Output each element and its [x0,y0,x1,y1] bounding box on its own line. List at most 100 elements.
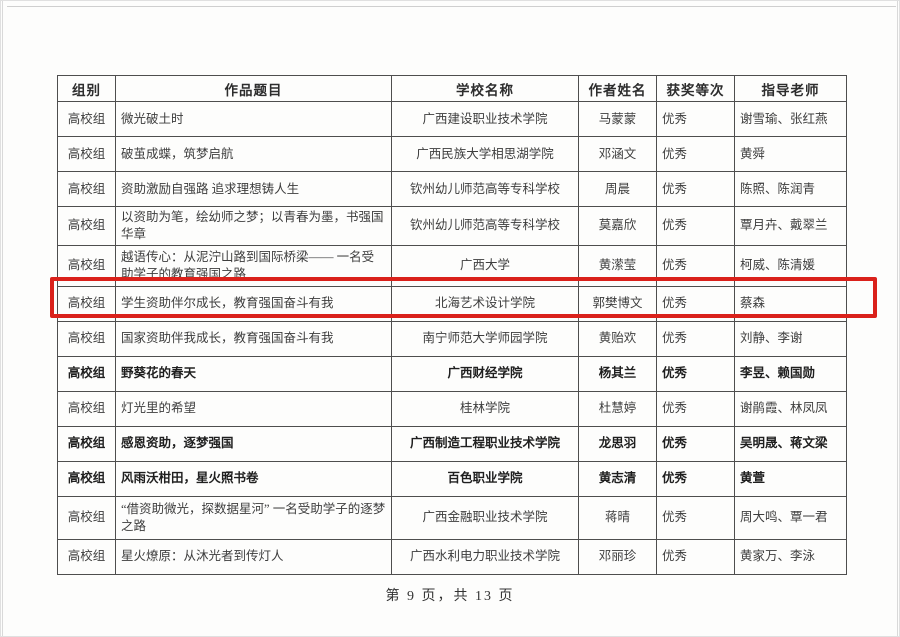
cell-group: 高校组 [57,320,116,357]
cell-group: 高校组 [57,460,116,497]
cell-author: 龙思羽 [578,425,657,462]
cell-school: 桂林学院 [391,390,579,427]
cell-group: 高校组 [57,285,116,322]
table-header-row: 组别 作品题目 学校名称 作者姓名 获奖等次 指导老师 [57,75,847,102]
cell-award: 优秀 [656,495,735,540]
cell-author: 杜慧婷 [578,390,657,427]
cell-author: 杨其兰 [578,355,657,392]
cell-school: 广西金融职业技术学院 [391,495,579,540]
cell-author: 黄贻欢 [578,320,657,357]
column-header: 组别 [57,75,116,102]
cell-teachers: 周大鸣、覃一君 [734,495,847,540]
cell-title: “借资助微光，探数据星河” 一名受助学子的逐梦之路 [115,495,392,540]
column-header: 作者姓名 [578,75,657,102]
cell-author: 黄志清 [578,460,657,497]
cell-teachers: 李昱、赖国勋 [734,355,847,392]
cell-group: 高校组 [57,206,116,246]
cell-school: 广西制造工程职业技术学院 [391,425,579,462]
table-row: 高校组 风雨沃柑田，星火照书卷 百色职业学院 黄志清 优秀 黄萱 [57,460,847,497]
cell-school: 钦州幼儿师范高等专科学校 [391,206,579,246]
cell-group: 高校组 [57,355,116,392]
cell-author: 郭樊博文 [578,285,657,322]
scan-edge-left [2,1,3,636]
cell-school: 广西水利电力职业技术学院 [391,538,579,575]
cell-group: 高校组 [57,244,116,287]
cell-teachers: 蔡森 [734,285,847,322]
cell-teachers: 黄舜 [734,136,847,172]
scan-edge-right [897,1,898,636]
award-winners-table: 组别 作品题目 学校名称 作者姓名 获奖等次 指导老师 高校组 微光破土时 广西建设职业技术学… [57,75,847,575]
cell-title: 破茧成蝶，筑梦启航 [115,136,392,172]
cell-author: 蒋晴 [578,495,657,540]
cell-school: 钦州幼儿师范高等专科学校 [391,171,579,207]
cell-author: 黄潆莹 [578,244,657,287]
cell-title: 学生资助伴尔成长，教育强国奋斗有我 [115,285,392,322]
cell-award: 优秀 [656,320,735,357]
cell-school: 南宁师范大学师园学院 [391,320,579,357]
cell-award: 优秀 [656,460,735,497]
cell-award: 优秀 [656,355,735,392]
cell-group: 高校组 [57,495,116,540]
cell-title: 越语传心：从泥泞山路到国际桥梁—— 一名受助学子的教育强国之路 [115,244,392,287]
cell-title: 野葵花的春天 [115,355,392,392]
cell-group: 高校组 [57,538,116,575]
cell-school: 广西财经学院 [391,355,579,392]
cell-title: 国家资助伴我成长，教育强国奋斗有我 [115,320,392,357]
cell-author: 邓丽珍 [578,538,657,575]
cell-author: 邓涵文 [578,136,657,172]
cell-teachers: 谢鹃霞、林凤凤 [734,390,847,427]
column-header: 获奖等次 [656,75,735,102]
cell-teachers: 陈照、陈润青 [734,171,847,207]
cell-title: 感恩资助，逐梦强国 [115,425,392,462]
table-row: 高校组 微光破土时 广西建设职业技术学院 马蒙蒙 优秀 谢雪瑜、张红燕 [57,101,847,137]
table-row: 高校组 星火燎原：从沐光者到传灯人 广西水利电力职业技术学院 邓丽珍 优秀 黄家万、李泳 [57,538,847,575]
cell-group: 高校组 [57,390,116,427]
cell-school: 百色职业学院 [391,460,579,497]
cell-school: 广西大学 [391,244,579,287]
cell-title: 风雨沃柑田，星火照书卷 [115,460,392,497]
cell-group: 高校组 [57,171,116,207]
table-row: 高校组 破茧成蝶，筑梦启航 广西民族大学相思湖学院 邓涵文 优秀 黄舜 [57,136,847,172]
cell-teachers: 覃月卉、戴翠兰 [734,206,847,246]
cell-teachers: 黄萱 [734,460,847,497]
cell-title: 微光破土时 [115,101,392,137]
cell-group: 高校组 [57,425,116,462]
scan-edge-top [7,6,896,7]
column-header: 学校名称 [391,75,579,102]
table-row: 高校组 野葵花的春天 广西财经学院 杨其兰 优秀 李昱、赖国勋 [57,355,847,392]
cell-author: 莫嘉欣 [578,206,657,246]
cell-school: 广西民族大学相思湖学院 [391,136,579,172]
cell-award: 优秀 [656,390,735,427]
cell-school: 广西建设职业技术学院 [391,101,579,137]
table-body: 高校组 微光破土时 广西建设职业技术学院 马蒙蒙 优秀 谢雪瑜、张红燕 高校组 破茧成蝶，筑梦… [57,101,847,575]
cell-teachers: 吴明晟、蒋文梁 [734,425,847,462]
cell-award: 优秀 [656,285,735,322]
cell-title: 灯光里的希望 [115,390,392,427]
table-row: 高校组 “借资助微光，探数据星河” 一名受助学子的逐梦之路 广西金融职业技术学院 蒋晴… [57,495,847,540]
column-header: 作品题目 [115,75,392,102]
cell-award: 优秀 [656,244,735,287]
cell-title: 星火燎原：从沐光者到传灯人 [115,538,392,575]
cell-award: 优秀 [656,136,735,172]
cell-teachers: 黄家万、李泳 [734,538,847,575]
cell-award: 优秀 [656,206,735,246]
cell-author: 马蒙蒙 [578,101,657,137]
table-row: 高校组 学生资助伴尔成长，教育强国奋斗有我 北海艺术设计学院 郭樊博文 优秀 蔡森 [57,285,847,322]
table-row: 高校组 越语传心：从泥泞山路到国际桥梁—— 一名受助学子的教育强国之路 广西大学 黄潆… [57,244,847,287]
table-row: 高校组 灯光里的希望 桂林学院 杜慧婷 优秀 谢鹃霞、林凤凤 [57,390,847,427]
table-row: 高校组 感恩资助，逐梦强国 广西制造工程职业技术学院 龙思羽 优秀 吴明晟、蒋文梁 [57,425,847,462]
cell-award: 优秀 [656,538,735,575]
cell-title: 以资助为笔，绘幼师之梦；以青春为墨，书强国华章 [115,206,392,246]
cell-teachers: 柯威、陈清媛 [734,244,847,287]
cell-award: 优秀 [656,171,735,207]
cell-teachers: 谢雪瑜、张红燕 [734,101,847,137]
page-number-footer: 第 9 页，共 13 页 [385,589,515,604]
cell-teachers: 刘静、李谢 [734,320,847,357]
table-header: 组别 作品题目 学校名称 作者姓名 获奖等次 指导老师 [57,75,847,102]
table-row: 高校组 资助激励自强路 追求理想铸人生 钦州幼儿师范高等专科学校 周晨 优秀 陈照、陈润青 [57,171,847,207]
cell-title: 资助激励自强路 追求理想铸人生 [115,171,392,207]
cell-award: 优秀 [656,425,735,462]
cell-award: 优秀 [656,101,735,137]
column-header: 指导老师 [734,75,847,102]
